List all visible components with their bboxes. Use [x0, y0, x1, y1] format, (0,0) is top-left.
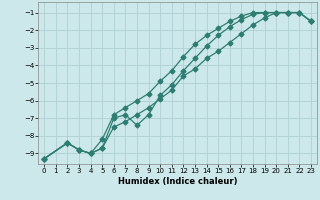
X-axis label: Humidex (Indice chaleur): Humidex (Indice chaleur): [118, 177, 237, 186]
